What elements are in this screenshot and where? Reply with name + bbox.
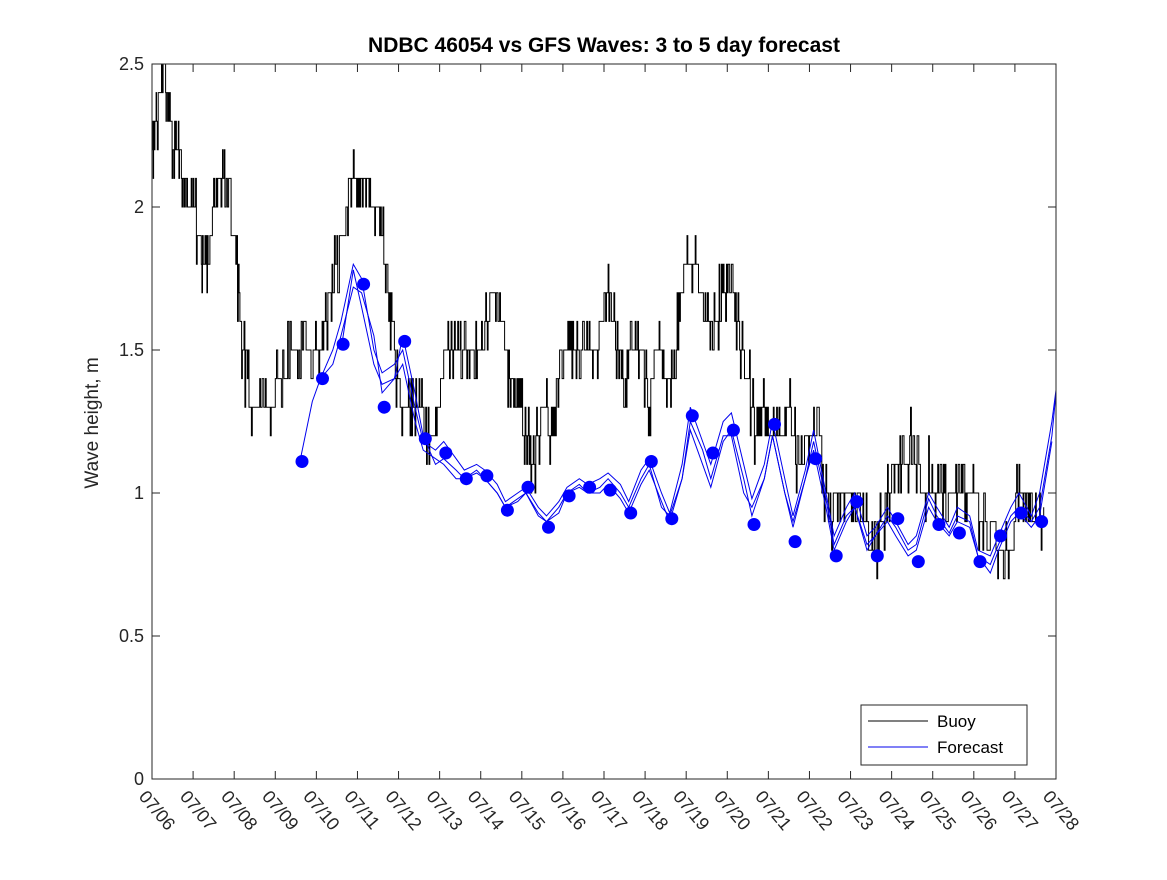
y-tick-label: 0.5 [119, 626, 144, 646]
forecast-point [439, 446, 453, 460]
forecast-point [665, 512, 679, 526]
forecast-point [480, 469, 494, 483]
forecast-point [726, 423, 740, 437]
forecast-point [521, 480, 535, 494]
forecast-point [418, 432, 432, 446]
forecast-point [706, 446, 720, 460]
y-axis-label: Wave height, m [82, 357, 103, 488]
legend-box [860, 704, 1028, 766]
forecast-point [357, 277, 371, 291]
y-tick-label: 1 [134, 483, 144, 503]
forecast-point [994, 529, 1007, 543]
forecast-point [562, 489, 576, 503]
forecast-point [952, 526, 966, 540]
forecast-point [911, 555, 925, 569]
forecast-point [377, 400, 391, 414]
forecast-point [685, 409, 699, 423]
y-tick-label: 2 [134, 197, 144, 217]
forecast-point [624, 506, 638, 520]
chart-title: NDBC 46054 vs GFS Waves: 3 to 5 day fore… [368, 34, 840, 57]
forecast-point [788, 535, 802, 549]
forecast-point [542, 520, 555, 534]
forecast-point [747, 518, 761, 531]
plot-area [152, 63, 1057, 580]
forecast-point [583, 480, 597, 494]
forecast-point [973, 555, 987, 569]
forecast-point [932, 518, 946, 531]
forecast-point [500, 503, 514, 517]
forecast-point [644, 455, 658, 468]
legend: Buoy Forecast [860, 704, 1028, 766]
forecast-point [1014, 506, 1028, 520]
forecast-point [829, 549, 843, 563]
forecast-point [850, 495, 864, 509]
forecast-point [891, 512, 905, 526]
forecast-point [336, 337, 350, 351]
forecast-point [1035, 515, 1049, 529]
forecast-point [768, 417, 781, 431]
forecast-run-line-2 [320, 262, 1057, 557]
forecast-point [316, 372, 329, 386]
forecast-point [295, 455, 309, 468]
forecast-point [398, 334, 412, 348]
legend-buoy-label: Buoy [937, 712, 976, 731]
forecast-point [603, 483, 617, 497]
y-tick-label: 2.5 [119, 54, 144, 74]
forecast-point [809, 452, 823, 466]
legend-forecast-label: Forecast [937, 738, 1003, 757]
y-tick-label: 0 [134, 769, 144, 789]
forecast-point [459, 472, 473, 486]
forecast-point [870, 549, 884, 563]
y-tick-label: 1.5 [119, 340, 144, 360]
